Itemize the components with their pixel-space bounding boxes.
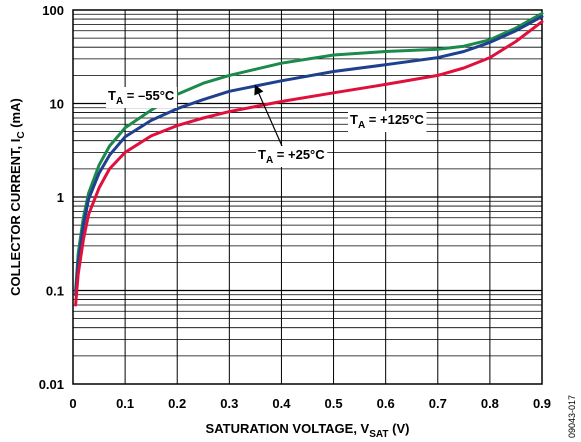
figure-id: 09043-017 bbox=[567, 395, 577, 438]
series-line-1 bbox=[74, 15, 544, 297]
svg-text:TA = +25°C: TA = +25°C bbox=[258, 147, 325, 166]
y-tick-label: 0.01 bbox=[39, 377, 64, 392]
plot-frame bbox=[72, 9, 543, 385]
x-tick-label: 0.7 bbox=[429, 396, 447, 411]
y-axis-label: COLLECTOR CURRENT, IC (mA) bbox=[8, 98, 27, 296]
x-tick-label: 0.8 bbox=[481, 396, 499, 411]
y-tick-label: 0.1 bbox=[46, 284, 64, 299]
x-tick-label: 0.9 bbox=[533, 396, 551, 411]
y-tick-labels: 0.01 0.1 1 10 100 bbox=[39, 3, 64, 392]
series-label-minus55: TA = –55°C bbox=[106, 87, 177, 108]
svg-text:TA = –55°C: TA = –55°C bbox=[108, 88, 175, 107]
series-line-0 bbox=[74, 11, 544, 292]
curves bbox=[74, 11, 544, 307]
series-line-2 bbox=[74, 20, 544, 307]
x-tick-label: 0.3 bbox=[220, 396, 238, 411]
y-tick-label: 100 bbox=[42, 3, 64, 18]
x-tick-label: 0.2 bbox=[168, 396, 186, 411]
label-arrow bbox=[254, 84, 283, 147]
x-tick-label: 0.1 bbox=[116, 396, 134, 411]
y-tick-label: 1 bbox=[57, 190, 64, 205]
x-tick-label: 0.6 bbox=[377, 396, 395, 411]
x-axis-label: SATURATION VOLTAGE, VSAT (V) bbox=[206, 421, 410, 440]
series-label-plus25: TA = +25°C bbox=[256, 146, 328, 167]
y-tick-label: 10 bbox=[50, 97, 64, 112]
series-label-plus125: TA = +125°C bbox=[348, 111, 427, 132]
x-tick-label: 0.4 bbox=[272, 396, 291, 411]
x-tick-label: 0 bbox=[69, 396, 76, 411]
x-tick-labels: 0 0.1 0.2 0.3 0.4 0.5 0.6 0.7 0.8 0.9 bbox=[69, 396, 551, 411]
x-tick-label: 0.5 bbox=[325, 396, 343, 411]
svg-text:TA = +125°C: TA = +125°C bbox=[350, 112, 424, 131]
